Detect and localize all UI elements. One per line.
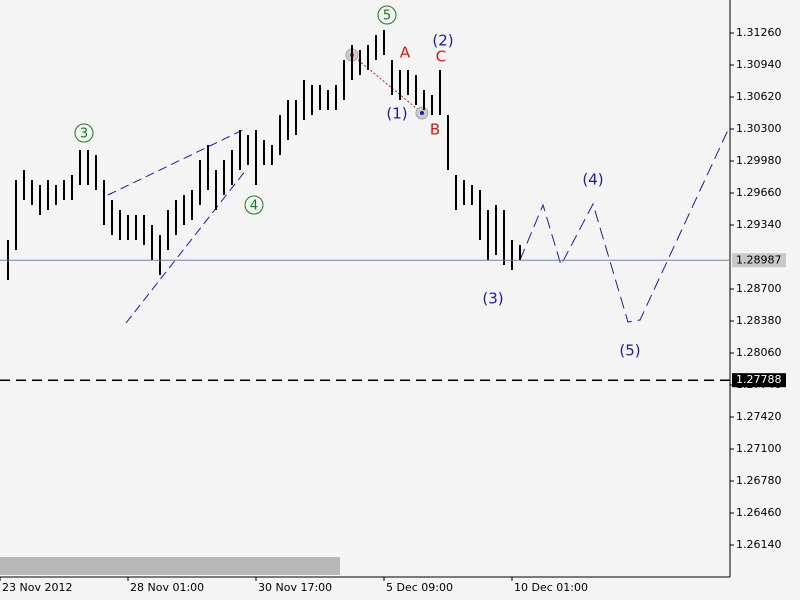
trend-line (107, 127, 248, 196)
y-tick-label: 1.29660 (736, 186, 782, 199)
anchor-marker (420, 111, 424, 115)
x-tick-label: 5 Dec 09:00 (386, 581, 453, 594)
wave-circle (74, 123, 94, 143)
wave-label: B (430, 121, 440, 139)
x-tick-label: 28 Nov 01:00 (130, 581, 204, 594)
y-tick-label: 1.27100 (736, 442, 782, 455)
wave-label: 3 (80, 127, 88, 142)
price-line-label: 1.27788 (736, 373, 782, 386)
wave-label: A (400, 44, 411, 62)
y-tick-label: 1.30940 (736, 58, 782, 71)
x-tick-label: 23 Nov 2012 (2, 581, 72, 594)
trend-line (125, 169, 247, 324)
x-tick-label: 30 Nov 17:00 (258, 581, 332, 594)
x-tick-label: 10 Dec 01:00 (514, 581, 588, 594)
wave-label: 5 (383, 9, 391, 24)
wave-label: 4 (250, 199, 258, 214)
y-tick-label: 1.27420 (736, 410, 782, 423)
y-tick-label: 1.26140 (736, 538, 782, 551)
y-tick-label: 1.29340 (736, 218, 782, 231)
wave-label: (1) (386, 105, 407, 123)
connector-line (351, 54, 423, 114)
price-line-label: 1.28987 (736, 253, 782, 266)
projection-path (519, 129, 729, 323)
y-tick-label: 1.29980 (736, 154, 782, 167)
scrollbar[interactable] (0, 557, 340, 575)
price-line-box (732, 253, 786, 268)
wave-label: (2) (432, 32, 453, 50)
wave-circle (244, 195, 264, 215)
y-tick-label: 1.31260 (736, 26, 782, 39)
wave-label: (4) (582, 171, 603, 189)
y-tick-label: 1.28700 (736, 282, 782, 295)
y-tick-label: 1.26460 (736, 506, 782, 519)
price-line-box (732, 373, 786, 388)
y-tick-label: 1.30620 (736, 90, 782, 103)
y-tick-label: 1.28060 (736, 346, 782, 359)
y-tick-label: 1.26780 (736, 474, 782, 487)
y-tick-label: 1.28380 (736, 314, 782, 327)
wave-label: (3) (482, 290, 503, 308)
wave-label: C (436, 48, 446, 66)
wave-circle (377, 5, 397, 25)
wave-label: (5) (619, 342, 640, 360)
y-tick-label: 1.30300 (736, 122, 782, 135)
